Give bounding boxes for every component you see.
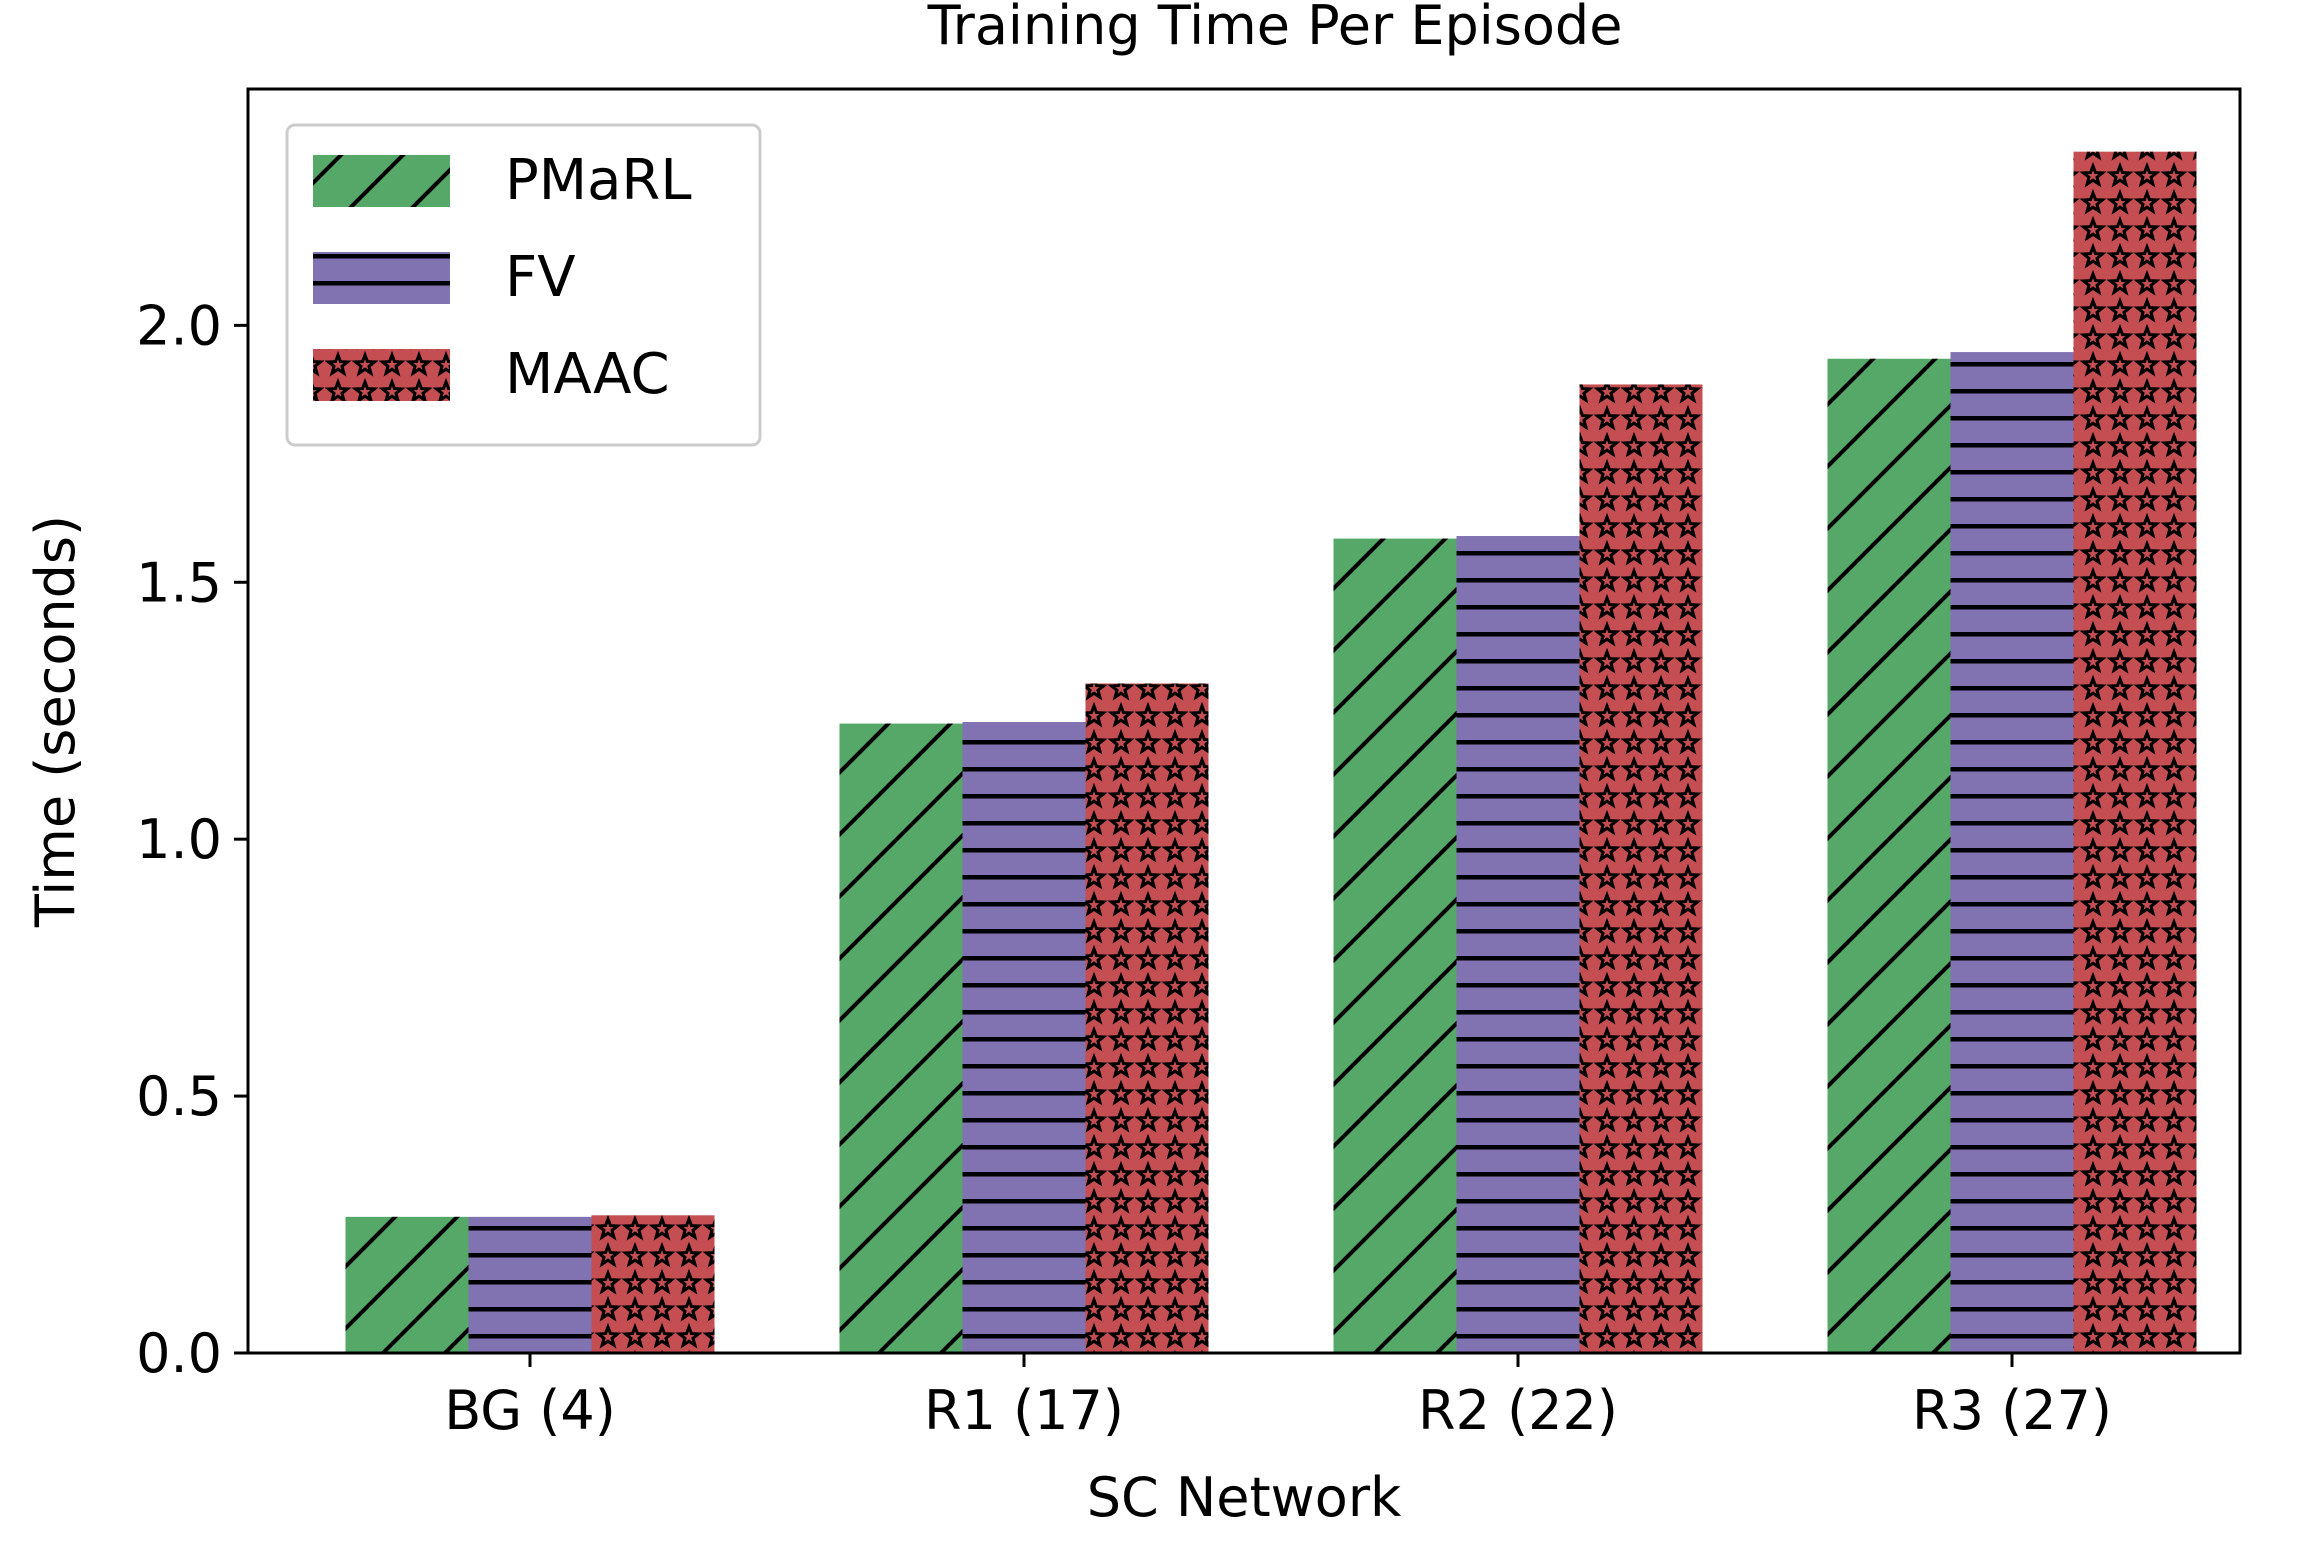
x-axis-label: SC Network: [1087, 1466, 1402, 1529]
bars-group: [345, 151, 2197, 1354]
x-tick-label: R3 (27): [1912, 1379, 2112, 1442]
bar-hatch-maac-2: [1579, 384, 1703, 1353]
legend-swatch-hatch-maac: [313, 349, 450, 401]
bar-hatch-pmarl-2: [1333, 538, 1457, 1353]
bar-hatch-pmarl-1: [839, 723, 963, 1353]
x-tick-label: BG (4): [444, 1379, 616, 1442]
y-axis-ticks: 0.0 0.5 1.0 1.5 2.0: [136, 294, 248, 1385]
bar-hatch-maac-3: [2073, 151, 2197, 1354]
legend: PMaRL FV MAAC: [285, 123, 762, 447]
bar-hatch-fv-2: [1456, 536, 1580, 1353]
bar-hatch-fv-1: [962, 722, 1086, 1353]
y-tick-label: 0.0: [136, 1322, 222, 1385]
y-axis-label: Time (seconds): [24, 515, 87, 928]
bar-hatch-fv-0: [468, 1216, 592, 1353]
bar-hatch-maac-0: [591, 1215, 715, 1353]
bar-hatch-fv-3: [1950, 352, 2074, 1353]
x-tick-label: R1 (17): [924, 1379, 1124, 1442]
y-tick-label: 0.5: [136, 1065, 222, 1128]
y-tick-label: 1.0: [136, 808, 222, 871]
legend-swatch-hatch-fv: [313, 252, 450, 304]
bar-hatch-pmarl-3: [1827, 358, 1951, 1353]
chart-title: Training Time Per Episode: [927, 0, 1623, 57]
x-tick-label: R2 (22): [1418, 1379, 1618, 1442]
bar-hatch-pmarl-0: [345, 1216, 469, 1353]
y-tick-label: 1.5: [136, 551, 222, 614]
legend-label-maac: MAAC: [505, 342, 670, 407]
x-axis-ticks: BG (4) R1 (17) R2 (22) R3 (27): [444, 1353, 2112, 1442]
plot-frame: [246, 87, 2242, 1355]
legend-label-fv: FV: [505, 245, 576, 310]
y-tick-label: 2.0: [136, 294, 222, 357]
legend-swatch-hatch-pmarl: [313, 155, 450, 207]
legend-label-pmarl: PMaRL: [505, 148, 692, 213]
bar-hatch-maac-1: [1085, 683, 1209, 1353]
